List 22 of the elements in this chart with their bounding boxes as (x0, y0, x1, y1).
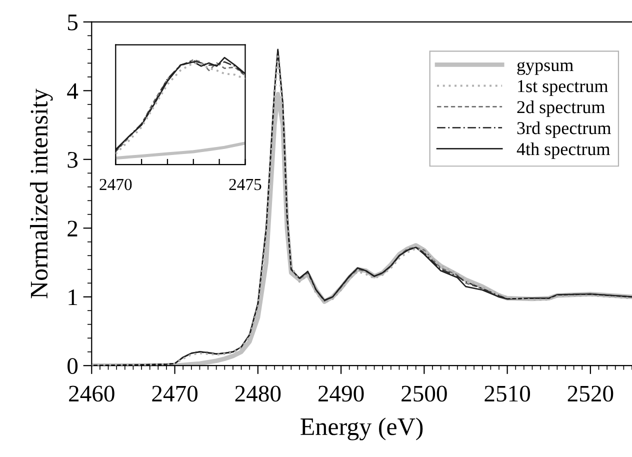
x-tick-label: 2470 (152, 386, 198, 402)
y-tick-label: 0 (68, 358, 78, 374)
legend-label: 2d spectrum (517, 100, 605, 117)
y-tick-label: 3 (68, 152, 78, 168)
legend-label: 1st spectrum (518, 80, 608, 96)
y-tick-label: 4 (67, 83, 78, 99)
legend-label: 4th spectrum (516, 142, 610, 159)
y-tick-label: 1 (68, 289, 78, 306)
x-tick-label: 2510 (484, 386, 530, 402)
x-tick-label: 2460 (69, 386, 114, 402)
y-axis-title: Normalized intensity (30, 88, 53, 298)
y-tick-label: 2 (68, 220, 78, 236)
legend-label: gypsum (517, 62, 574, 75)
x-tick-label: 2520 (568, 386, 614, 402)
x-tick-label: 2500 (402, 386, 447, 402)
x-axis-title: Energy (eV) (300, 418, 423, 440)
y-tick-label: 5 (68, 14, 78, 30)
legend-label: 3rd spectrum (517, 122, 611, 138)
x-tick-label: 2480 (235, 386, 281, 402)
x-tick-label: 2475 (229, 178, 262, 190)
x-tick-label: 2470 (100, 178, 132, 190)
x-tick-label: 2490 (318, 386, 364, 402)
